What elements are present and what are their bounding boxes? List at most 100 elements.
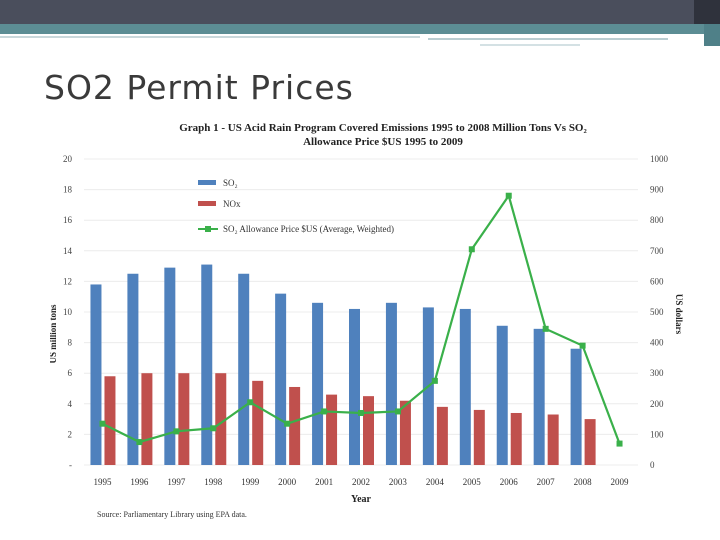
legend-label: SO₂ Allowance Price $US (Average, Weight… [223,224,394,234]
slide-top-bar [0,0,720,24]
x-tick-label: 1997 [167,477,186,487]
nox-bar [584,419,596,465]
so2-bar [201,264,213,465]
x-tick-label: 2004 [426,477,445,487]
so2-bar [275,293,287,465]
y-tick-label: 2 [68,429,73,439]
price-line-point [505,192,512,199]
y2-tick-label: 100 [650,429,664,439]
so2-bar [90,284,102,465]
slide-title: SO2 Permit Prices [44,68,354,107]
price-line-point [247,399,254,406]
y-tick-label: 18 [63,185,73,195]
slide-accent-band [0,24,720,34]
price-line-point [579,342,586,349]
price-line-point [284,420,291,427]
price-line-point [431,377,438,384]
x-tick-label: 2002 [352,477,370,487]
slide-rule-line [0,36,420,38]
slide-top-bar-corner [694,0,720,24]
so2-bar [238,273,250,465]
y2-tick-label: 800 [650,215,664,225]
chart-svg: Graph 1 - US Acid Rain Program Covered E… [48,122,684,519]
nox-bar [141,373,153,465]
y2-tick-label: 1000 [650,154,669,164]
nox-bar [215,373,227,465]
x-tick-label: 2001 [315,477,333,487]
chart-title: Graph 1 - US Acid Rain Program Covered E… [179,122,587,134]
x-axis-label: Year [351,494,372,505]
slide-rule-line [480,44,580,46]
x-tick-label: 2009 [611,477,630,487]
x-tick-label: 2007 [537,477,556,487]
slide-accent-corner [704,24,720,46]
legend-label: NOx [223,199,241,209]
nox-bar [326,394,338,465]
so2-bar [164,267,176,465]
y-tick-label: 20 [63,154,73,164]
price-line-point [616,440,623,447]
y2-tick-label: 300 [650,368,664,378]
price-line-point [358,409,364,416]
x-tick-label: 2005 [463,477,482,487]
x-tick-label: 2003 [389,477,408,487]
y2-tick-label: 600 [650,276,664,286]
y-tick-label: 8 [68,338,73,348]
chart-bars [90,264,596,465]
chart-subtitle: Allowance Price $US 1995 to 2009 [303,136,463,148]
y-axis-label: US million tons [50,304,58,364]
nox-bar [363,396,374,465]
x-tick-label: 2006 [500,477,519,487]
y-tick-label: 6 [68,368,73,378]
y-tick-label: 16 [63,215,73,225]
chart-price-line [99,192,623,447]
price-line-point [542,325,549,332]
nox-bar [473,409,485,465]
so2-bar [127,273,139,465]
nox-bar [289,386,301,465]
x-tick-label: 1998 [204,477,223,487]
chart-legend: SO₂ NOx SO₂ Allowance Price $US (Average, … [198,178,394,234]
y2-tick-label: 200 [650,399,664,409]
nox-bar [104,376,116,465]
y2-tick-label: 700 [650,246,664,256]
so2-bar [533,328,545,465]
y-tick-label: - [69,460,72,470]
so2-bar [570,348,582,465]
x-tick-label: 1996 [130,477,149,487]
price-line-point [173,428,180,435]
chart-figure: Graph 1 - US Acid Rain Program Covered E… [48,116,690,526]
y2-tick-label: 400 [650,338,664,348]
so2-bar [312,302,324,465]
so2-bar [385,302,397,465]
nox-bar [547,414,559,465]
y-tick-label: 4 [68,399,73,409]
y2-tick-label: 500 [650,307,664,317]
x-tick-label: 2008 [574,477,593,487]
nox-bar [510,412,522,465]
so2-bar [496,325,508,465]
y2-tick-label: 900 [650,185,664,195]
nox-bar [399,400,411,465]
price-line-point [99,420,106,427]
nox-bar [178,373,190,465]
price-line-point [321,408,328,415]
y-tick-label: 10 [63,307,73,317]
x-tick-label: 1995 [93,477,112,487]
slide-rule-line [428,38,668,40]
y2-axis-label: US dollars [674,294,684,335]
price-line-point [394,408,401,415]
y-tick-label: 14 [63,246,73,256]
legend-swatch [198,201,216,206]
nox-bar [436,406,448,465]
legend-swatch-marker [205,226,211,232]
price-line-point [136,439,143,446]
chart-gridlines [84,158,638,466]
price-line-point [468,246,475,253]
chart-tick-labels: -246810121416182001002003004005006007008… [63,154,669,487]
so2-bar [349,308,360,465]
x-tick-label: 1999 [241,477,260,487]
nox-bar [252,380,264,465]
chart-source-note: Source: Parliamentary Library using EPA … [97,510,247,519]
price-line-point [210,425,217,432]
